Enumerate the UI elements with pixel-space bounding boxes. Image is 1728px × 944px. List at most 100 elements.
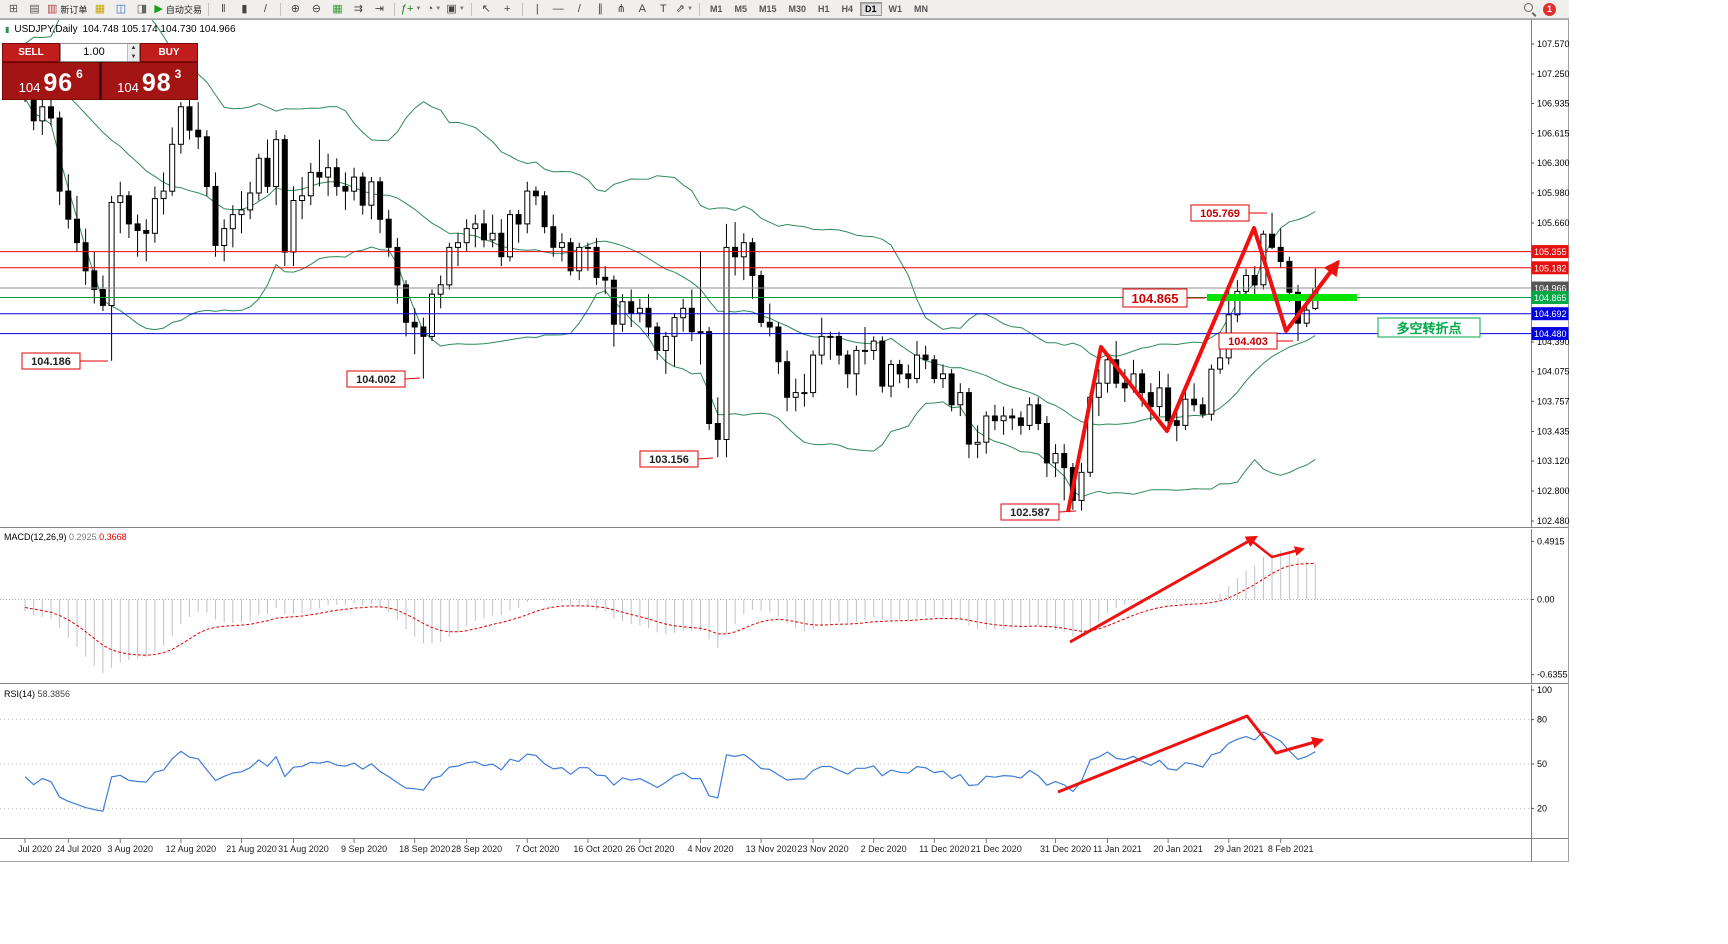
- autotrading-button[interactable]: ▶ 自动交易: [152, 1, 203, 17]
- candlestick-chart-icon[interactable]: ▮: [234, 1, 255, 17]
- indicators-icon-dropdown-caret[interactable]: ▼: [415, 6, 422, 12]
- crosshair-icon[interactable]: +: [497, 1, 518, 17]
- svg-text:26 Oct 2020: 26 Oct 2020: [625, 844, 674, 854]
- svg-text:102.480: 102.480: [1537, 516, 1570, 526]
- svg-text:105.769: 105.769: [1200, 208, 1240, 220]
- svg-text:8 Feb 2021: 8 Feb 2021: [1268, 844, 1314, 854]
- candlesticks: [22, 55, 1319, 511]
- indicators-icon[interactable]: ƒ+ ▼: [399, 1, 424, 17]
- volume-value[interactable]: 1.00: [83, 46, 105, 58]
- timeframe-d1-button[interactable]: D1: [860, 2, 882, 16]
- svg-text:107.570: 107.570: [1537, 39, 1570, 49]
- svg-text:104.186: 104.186: [31, 356, 71, 368]
- channel-icon[interactable]: ∥: [590, 1, 611, 17]
- auto-scroll-icon[interactable]: ⇉: [348, 1, 369, 17]
- volume-down-button[interactable]: ▼: [128, 52, 139, 61]
- svg-text:104.692: 104.692: [1534, 309, 1567, 319]
- svg-text:104.002: 104.002: [356, 374, 396, 386]
- svg-text:104.403: 104.403: [1228, 336, 1268, 348]
- svg-text:Jul 2020: Jul 2020: [18, 844, 52, 854]
- bollinger-bands: [24, 20, 1316, 498]
- timeframe-mn-button[interactable]: MN: [914, 4, 929, 14]
- zoom-out-icon: ⊖: [311, 3, 322, 15]
- chart-shift-icon: ⇥: [374, 3, 385, 15]
- svg-text:9 Sep 2020: 9 Sep 2020: [341, 844, 387, 854]
- svg-text:20: 20: [1537, 803, 1547, 813]
- buy-button[interactable]: BUY: [140, 43, 198, 62]
- svg-text:103.435: 103.435: [1537, 427, 1570, 437]
- trendline-icon: /: [577, 3, 581, 15]
- new-chart-icon[interactable]: ⊞: [3, 1, 24, 17]
- vertical-line-icon[interactable]: |: [527, 1, 548, 17]
- search-icon[interactable]: [1523, 2, 1537, 16]
- svg-text:104.865: 104.865: [1534, 293, 1567, 303]
- volume-up-button[interactable]: ▲: [128, 44, 139, 53]
- svg-text:16 Oct 2020: 16 Oct 2020: [573, 844, 622, 854]
- svg-text:104.480: 104.480: [1534, 329, 1567, 339]
- toolbar-separator: [279, 2, 281, 16]
- arrows-tool-icon-dropdown-caret[interactable]: ▼: [686, 6, 693, 12]
- horizontal-line-icon: —: [552, 3, 564, 15]
- svg-text:105.660: 105.660: [1537, 218, 1570, 228]
- sell-price-button[interactable]: 104 96 6: [2, 62, 100, 100]
- auto-scroll-icon: ⇉: [353, 3, 364, 15]
- text-icon[interactable]: A: [632, 1, 653, 17]
- price-annotations[interactable]: 104.186 104.002 103.156 102.587 105.769 104.4…: [21, 204, 1481, 521]
- history-center-icon[interactable]: ▦: [89, 1, 110, 17]
- timeframe-h1-button[interactable]: H1: [818, 4, 830, 14]
- zoom-in-icon[interactable]: ⊕: [285, 1, 306, 17]
- timeframe-m15-button[interactable]: M15: [758, 4, 777, 14]
- svg-text:105.355: 105.355: [1534, 247, 1567, 257]
- timeframe-m30-button[interactable]: M30: [788, 4, 806, 14]
- buy-price-button[interactable]: 104 98 3: [100, 62, 198, 100]
- periods-icon[interactable]: ◔ ▼: [423, 1, 444, 17]
- periods-icon-dropdown-caret[interactable]: ▼: [435, 6, 442, 12]
- timeframe-h4-button[interactable]: H4: [841, 4, 854, 14]
- line-chart-icon: /: [263, 3, 267, 15]
- timeframe-m1-button[interactable]: M1: [709, 4, 723, 14]
- svg-text:-0.6355: -0.6355: [1537, 670, 1568, 680]
- svg-text:4 Nov 2020: 4 Nov 2020: [687, 844, 733, 854]
- templates-icon[interactable]: ▣ ▼: [444, 1, 466, 17]
- svg-text:29 Jan 2021: 29 Jan 2021: [1214, 844, 1264, 854]
- timeframe-m5-button[interactable]: M5: [734, 4, 747, 14]
- fibonacci-icon[interactable]: ⋔: [611, 1, 632, 17]
- fibonacci-icon: ⋔: [616, 3, 626, 15]
- notification-badge[interactable]: 1: [1543, 2, 1556, 16]
- toolbar-separator: [521, 2, 523, 16]
- toolbar-items: ⊞ ▤ ▥ 新订单 ▦ ◫ ◨ ▶ 自动交易 ‖ ▮ / ⊕ ⊖ ▦ ⇉ ⇥ ƒ+ ▼ ◔ ▼ ▣ ▼ ↖ + | — / ∥ ⋔ A T ⇗ ▼…: [3, 0, 934, 18]
- timeframe-w1-button[interactable]: W1: [888, 4, 903, 14]
- svg-text:106.300: 106.300: [1537, 158, 1570, 168]
- buy-price-pips: 98: [141, 69, 172, 97]
- svg-text:100: 100: [1537, 685, 1552, 695]
- templates-icon-dropdown-caret[interactable]: ▼: [458, 6, 465, 12]
- sell-button[interactable]: SELL: [2, 43, 60, 62]
- label-icon[interactable]: T: [653, 1, 674, 17]
- market-watch-icon[interactable]: ◫: [110, 1, 131, 17]
- horizontal-line-icon[interactable]: —: [548, 1, 569, 17]
- zoom-out-icon[interactable]: ⊖: [306, 1, 327, 17]
- arrows-tool-icon[interactable]: ⇗ ▼: [674, 1, 695, 17]
- trendline-icon[interactable]: /: [569, 1, 590, 17]
- profiles-icon[interactable]: ▤: [24, 1, 45, 17]
- cursor-icon[interactable]: ↖: [476, 1, 497, 17]
- buy-price-big-figure: 104: [117, 80, 139, 95]
- cursor-icon: ↖: [481, 3, 491, 15]
- svg-text:7 Oct 2020: 7 Oct 2020: [515, 844, 559, 854]
- tile-windows-icon[interactable]: ▦: [327, 1, 348, 17]
- sounds-icon[interactable]: ◨: [131, 1, 152, 17]
- svg-text:18 Sep 2020: 18 Sep 2020: [399, 844, 450, 854]
- chart-shift-icon[interactable]: ⇥: [369, 1, 390, 17]
- volume-spin-buttons: ▲ ▼: [127, 44, 139, 61]
- volume-stepper[interactable]: 1.00 ▲ ▼: [60, 43, 140, 62]
- date-axis[interactable]: Jul 2020 24 Jul 2020 3 Aug 2020 12 Aug 2020…: [18, 839, 1313, 854]
- line-chart-icon[interactable]: /: [255, 1, 276, 17]
- price-scale[interactable]: 107.570 107.250 106.935 106.615 106.300 105.9…: [1531, 39, 1570, 526]
- bar-chart-icon[interactable]: ‖: [213, 1, 234, 17]
- trend-arrows[interactable]: [1057, 226, 1340, 794]
- new-order-button[interactable]: ▥ 新订单: [45, 1, 89, 17]
- svg-text:104.390: 104.390: [1537, 337, 1570, 347]
- svg-text:MACD(12,26,9) 0.2925 0.3668: MACD(12,26,9) 0.2925 0.3668: [4, 532, 127, 542]
- horizontal-level-lines[interactable]: 105.355105.182104.966104.865104.692104.4…: [0, 245, 1569, 341]
